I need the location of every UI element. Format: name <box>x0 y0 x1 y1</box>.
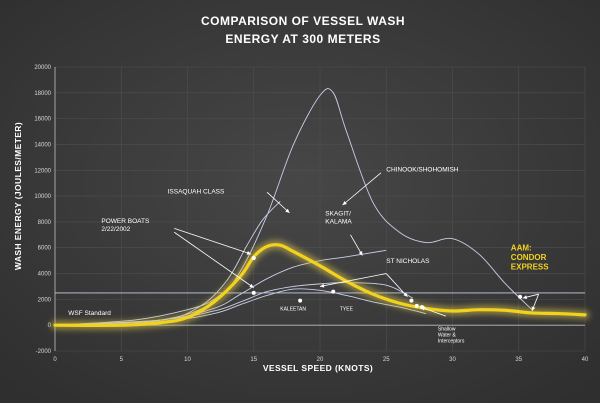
shallow-water-point-1 <box>409 298 414 303</box>
y-tick-label-8000: 8000 <box>38 220 52 226</box>
condor-point <box>518 294 523 299</box>
issaquah-arrow-line <box>266 191 290 214</box>
annotation-condor: AAM: CONDOR EXPRESS <box>511 243 549 271</box>
annotation-wsf-standard-line-1: WSF Standard <box>68 310 111 317</box>
annotation-skagit: SKAGIT/KALAMA <box>325 210 352 225</box>
annotation-condor-line-3: EXPRESS <box>511 262 549 271</box>
x-tick-label-0: 0 <box>53 357 57 363</box>
annotation-skagit-line-1: SKAGIT/ <box>325 210 351 217</box>
y-tick-label--2000: -2000 <box>36 349 52 355</box>
annotation-power-boats-line-1: POWER BOATS <box>101 218 150 225</box>
chart-title-line-1: COMPARISON OF VESSEL WASH <box>201 14 405 28</box>
chinook-arrow-line <box>342 172 382 206</box>
x-tick-label-10: 10 <box>184 357 191 363</box>
annotation-power-boats: POWER BOATS 2/22/2002 <box>101 218 150 233</box>
aam-condor-express-line <box>53 243 587 327</box>
x-tick-label-15: 15 <box>250 357 257 363</box>
shallow-water-point-2 <box>414 303 419 308</box>
x-tick-label-25: 25 <box>383 357 390 363</box>
power-boats-arrow-2-line <box>174 231 254 289</box>
annotation-kaleetan: KALEETAN <box>280 306 306 312</box>
annotation-shallow-water-line-3: Interceptors <box>438 338 465 344</box>
tick-labels: 0 5 10 15 20 25 30 35 40-20000200040006000800010… <box>34 65 589 363</box>
kaleetan-point <box>298 298 303 303</box>
annotation-shallow-water-line-2: Water & <box>438 332 457 338</box>
power-boats-arrow-line <box>174 227 252 255</box>
y-tick-label-12000: 12000 <box>34 168 51 174</box>
y-tick-label-16000: 16000 <box>34 117 51 123</box>
y-tick-label-6000: 6000 <box>38 246 52 252</box>
annotation-issaquah-line-1: ISSAQUAH CLASS <box>168 189 225 196</box>
annotation-power-boats-line-2: 2/22/2002 <box>101 226 130 233</box>
st-nicholas-arrow-2-line <box>385 273 408 298</box>
chinook-arrow-head <box>342 201 347 206</box>
shallow-water-arrow-line <box>420 306 447 317</box>
annotation-st-nicholas-line-1: ST NICHOLAS <box>386 258 430 265</box>
y-tick-label-14000: 14000 <box>34 142 51 148</box>
shallow-water-point-3 <box>420 305 425 310</box>
st-nicholas-arrow-line <box>319 273 387 287</box>
annotation-condor-line-1: AAM: <box>511 243 532 252</box>
st-nicholas-arrow-head <box>320 283 325 288</box>
x-axis-label: VESSEL SPEED (KNOTS) <box>263 363 373 373</box>
y-tick-label-18000: 18000 <box>34 91 51 97</box>
condor-arrow-2-head <box>522 295 528 300</box>
power-boats-arrow-2-head <box>249 283 254 288</box>
st-nicholas-arrow-2-head <box>403 292 408 297</box>
x-tick-label-30: 30 <box>449 357 456 363</box>
annotation-kaleetan-line-1: KALEETAN <box>280 306 306 312</box>
x-tick-label-20: 20 <box>317 357 324 363</box>
annotation-chinook-line-1: CHINOOK/SHOHOMISH <box>386 167 459 174</box>
annotation-arrows <box>174 172 539 317</box>
power-boats-arrow-head <box>246 251 252 255</box>
y-tick-label-0: 0 <box>48 323 52 329</box>
y-tick-label-20000: 20000 <box>34 65 51 71</box>
annotation-issaquah: ISSAQUAH CLASS <box>168 189 225 196</box>
y-tick-label-10000: 10000 <box>34 194 51 200</box>
annotation-tyee: TYEE <box>340 306 354 312</box>
x-tick-label-40: 40 <box>582 357 589 363</box>
chart-title-line-2: ENERGY AT 300 METERS <box>225 32 380 46</box>
skagit-arrow-head <box>358 250 363 256</box>
annotation-tyee-line-1: TYEE <box>340 306 354 312</box>
y-axis-label: WASH ENERGY (JOULES/METER) <box>13 122 23 270</box>
annotation-st-nicholas: ST NICHOLAS <box>386 258 430 265</box>
wsf-standard-point <box>251 290 256 295</box>
power-boats-point <box>251 256 256 261</box>
annotation-skagit-line-2: KALAMA <box>325 218 352 225</box>
tyee-point <box>331 289 336 294</box>
x-tick-label-5: 5 <box>120 357 124 363</box>
issaquah-arrow-head <box>285 208 290 213</box>
annotation-shallow-water-line-1: Shallow <box>438 326 456 332</box>
annotations: CHINOOK/SHOHOMISH ISSAQUAH CLASS POWER BOA… <box>68 167 549 345</box>
annotation-shallow-water: Shallow Water & Interceptors <box>438 326 465 344</box>
annotation-chinook: CHINOOK/SHOHOMISH <box>386 167 459 174</box>
annotation-wsf-standard: WSF Standard <box>68 310 111 317</box>
y-tick-label-2000: 2000 <box>38 297 52 303</box>
condor-arrow-head <box>531 306 536 311</box>
x-tick-label-35: 35 <box>515 357 522 363</box>
y-tick-label-4000: 4000 <box>38 272 52 278</box>
highlight-series <box>50 240 590 330</box>
annotation-condor-line-2: CONDOR <box>511 253 547 262</box>
data-markers <box>251 256 523 310</box>
